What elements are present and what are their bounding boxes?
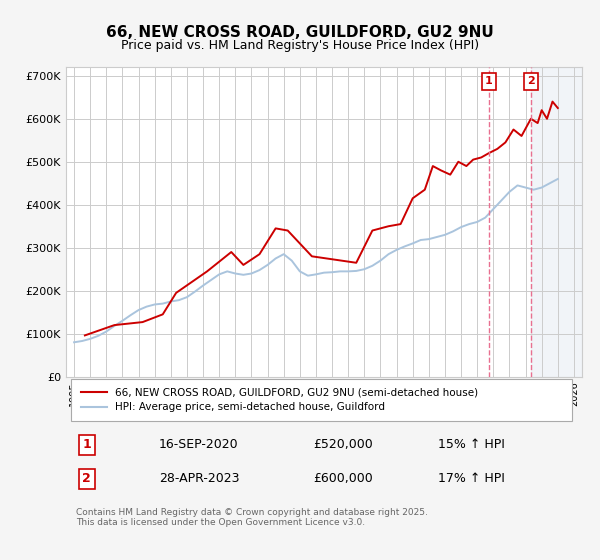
Text: 1: 1 — [82, 438, 91, 451]
Text: 2: 2 — [527, 77, 535, 86]
Text: £520,000: £520,000 — [314, 438, 373, 451]
Text: 1: 1 — [485, 77, 493, 86]
FancyBboxPatch shape — [71, 379, 572, 421]
Text: 17% ↑ HPI: 17% ↑ HPI — [437, 472, 505, 486]
Bar — [531, 67, 582, 377]
Text: £600,000: £600,000 — [314, 472, 373, 486]
Text: Contains HM Land Registry data © Crown copyright and database right 2025.
This d: Contains HM Land Registry data © Crown c… — [76, 508, 428, 528]
Text: 15% ↑ HPI: 15% ↑ HPI — [437, 438, 505, 451]
Text: 16-SEP-2020: 16-SEP-2020 — [159, 438, 239, 451]
Text: 28-APR-2023: 28-APR-2023 — [159, 472, 239, 486]
Legend: 66, NEW CROSS ROAD, GUILDFORD, GU2 9NU (semi-detached house), HPI: Average price: 66, NEW CROSS ROAD, GUILDFORD, GU2 9NU (… — [76, 383, 482, 417]
Text: 2: 2 — [82, 472, 91, 486]
Text: 66, NEW CROSS ROAD, GUILDFORD, GU2 9NU: 66, NEW CROSS ROAD, GUILDFORD, GU2 9NU — [106, 25, 494, 40]
Text: Price paid vs. HM Land Registry's House Price Index (HPI): Price paid vs. HM Land Registry's House … — [121, 39, 479, 52]
